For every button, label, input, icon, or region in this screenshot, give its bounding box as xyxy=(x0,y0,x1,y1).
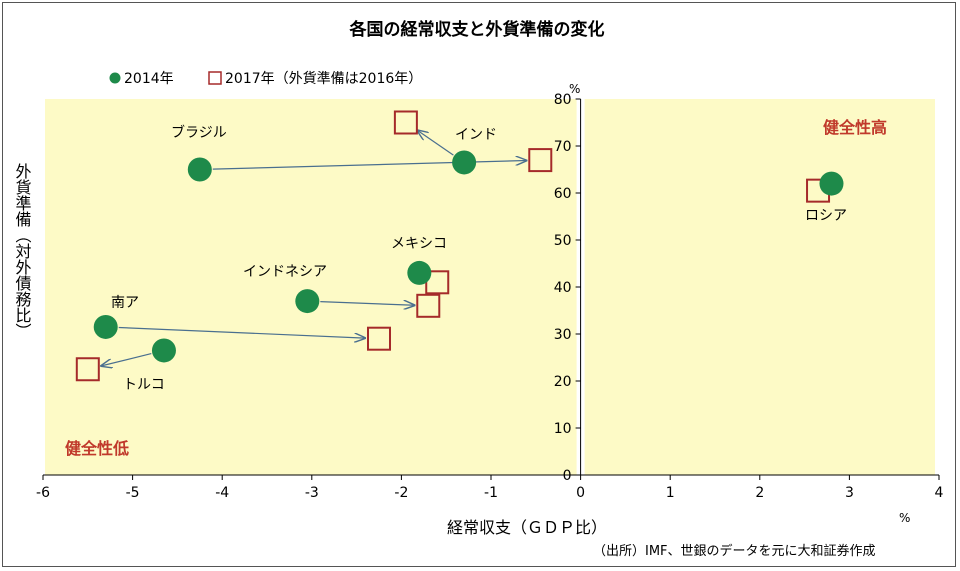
y-tick-label: 80 xyxy=(554,92,572,108)
shaded-quadrants xyxy=(45,99,935,475)
y-unit-label: % xyxy=(569,82,580,96)
x-tick-label: -6 xyxy=(36,485,50,501)
label-indonesia: インドネシア xyxy=(243,264,327,280)
marker-2017-square xyxy=(528,148,553,173)
marker-2017-square xyxy=(367,326,391,351)
chart-title: 各国の経常収支と外貨準備の変化 xyxy=(349,19,605,40)
legend: 2014年 2017年（外貨準備は2016年） xyxy=(109,70,422,87)
x-tick-label: 2 xyxy=(755,485,764,501)
y-tick-label: 20 xyxy=(554,374,572,390)
y-tick-label: 70 xyxy=(554,139,572,155)
x-tick-label: -5 xyxy=(126,485,140,501)
y-tick-label: 50 xyxy=(554,233,572,249)
change-arrow xyxy=(101,352,152,366)
legend-square-marker xyxy=(208,71,222,85)
change-arrow xyxy=(118,326,365,339)
y-tick-label: 60 xyxy=(554,186,572,202)
marker-2014-circle xyxy=(93,314,118,339)
marker-2017-square xyxy=(393,110,418,135)
legend-label-2014: 2014年 xyxy=(124,71,174,87)
marker-2017-square xyxy=(75,357,100,382)
quadrant-high-label: 健全性高 xyxy=(823,118,887,137)
x-tick-label: -3 xyxy=(305,485,319,501)
x-axis-title: 経常収支（ＧＤＰ比） xyxy=(447,518,607,537)
label-india: インド xyxy=(455,127,497,143)
x-tick-label: -4 xyxy=(215,485,229,501)
x-tick-label: 3 xyxy=(845,485,854,501)
legend-label-2017: 2017年（外貨準備は2016年） xyxy=(225,70,422,87)
legend-circle-marker xyxy=(109,72,121,84)
source-note: （出所）IMF、世銀のデータを元に大和証券作成 xyxy=(593,543,876,559)
label-south-africa: 南ア xyxy=(111,295,139,311)
change-arrow xyxy=(320,302,414,306)
marker-2014-circle xyxy=(151,338,176,363)
y-tick-label: 30 xyxy=(554,327,572,343)
x-tick-label: 1 xyxy=(666,485,675,501)
change-arrow xyxy=(417,130,454,156)
label-turkey: トルコ xyxy=(123,377,165,393)
quadrant-low-label: 健全性低 xyxy=(65,439,129,458)
x-tick-label: 0 xyxy=(576,485,585,501)
label-mexico: メキシコ xyxy=(391,236,447,252)
shade-left-quadrant xyxy=(45,99,577,475)
x-tick-label: -2 xyxy=(394,485,408,501)
y-axis-title: 外貨準備（対外債務比） xyxy=(13,163,32,339)
markers xyxy=(75,110,844,382)
marker-2014-circle xyxy=(452,150,477,175)
y-tick-label: 0 xyxy=(563,468,572,484)
x-unit-label: % xyxy=(899,511,910,525)
marker-2017-square xyxy=(416,293,441,318)
marker-2014-circle xyxy=(407,260,432,285)
marker-2014-circle xyxy=(295,289,320,314)
y-tick-label: 40 xyxy=(554,280,572,296)
label-russia: ロシア xyxy=(805,208,847,224)
x-tick-label: 4 xyxy=(935,485,944,501)
marker-2014-circle xyxy=(187,157,212,182)
y-tick-label: 10 xyxy=(554,421,572,437)
label-brazil: ブラジル xyxy=(171,124,227,141)
shade-right-quadrant xyxy=(584,99,935,475)
x-tick-label: -1 xyxy=(484,485,498,501)
marker-2014-circle xyxy=(819,171,844,196)
